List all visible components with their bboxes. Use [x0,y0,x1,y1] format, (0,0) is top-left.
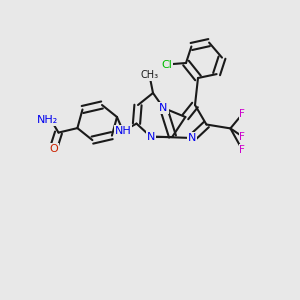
Text: NH₂: NH₂ [38,115,58,125]
Text: N: N [146,131,155,142]
Text: O: O [49,143,58,154]
Text: Cl: Cl [161,59,172,70]
Text: F: F [239,131,245,142]
Text: F: F [239,145,245,155]
Text: N: N [188,133,196,143]
Text: NH: NH [115,126,131,136]
Text: F: F [239,109,245,119]
Text: N: N [159,103,168,113]
Text: CH₃: CH₃ [141,70,159,80]
